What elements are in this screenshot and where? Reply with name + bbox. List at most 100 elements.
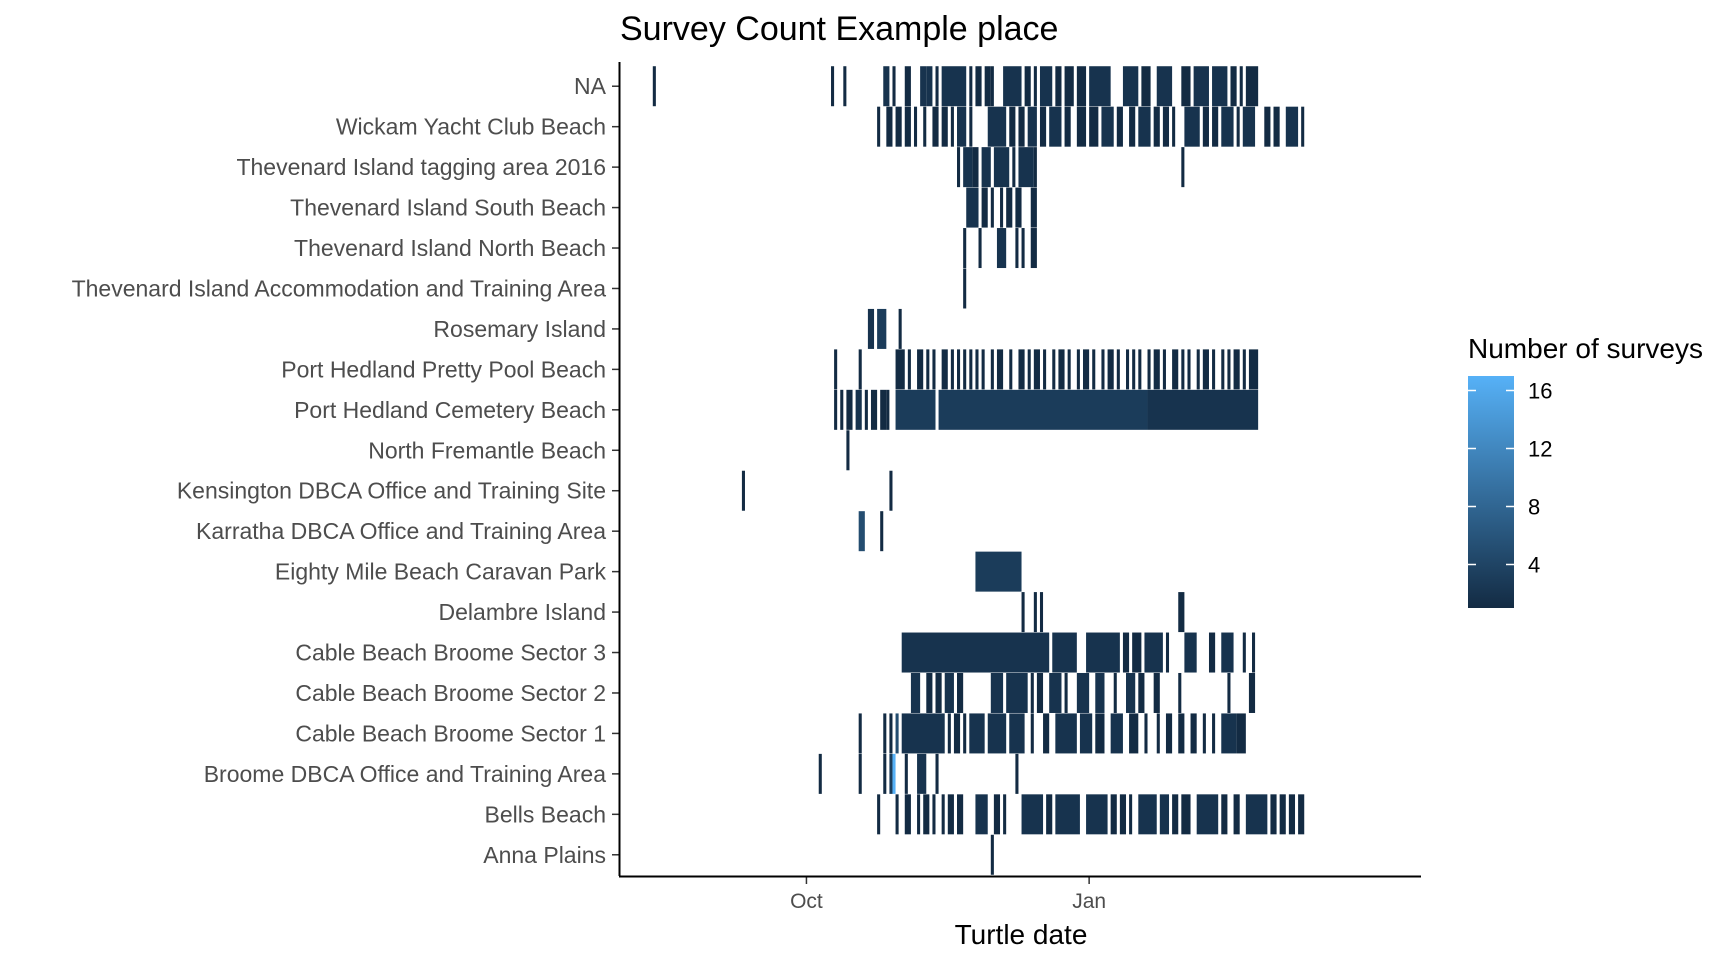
heatmap-cell xyxy=(913,106,918,147)
heatmap-cell xyxy=(1122,632,1130,673)
heatmap-cell xyxy=(1006,187,1013,228)
heatmap-cell xyxy=(1233,349,1240,390)
heatmap-cell xyxy=(1245,794,1268,835)
heatmap-cell xyxy=(1172,106,1176,147)
x-axis: Oct Jan xyxy=(790,877,1106,913)
heatmap-cell xyxy=(1184,106,1200,147)
heatmap-cell xyxy=(1076,672,1090,713)
heatmap-cell xyxy=(901,632,1050,673)
heatmap-cell xyxy=(1116,349,1120,390)
heatmap-cell xyxy=(1181,794,1191,835)
heatmap-cell xyxy=(901,713,945,754)
heatmap-cell xyxy=(1039,106,1047,147)
heatmap-cell xyxy=(1086,794,1108,835)
heatmap-cell xyxy=(1270,794,1277,835)
heatmap-cell xyxy=(917,794,921,835)
heatmap-cell xyxy=(1221,713,1237,754)
heatmap-cell xyxy=(932,349,936,390)
heatmap-cell xyxy=(1264,106,1271,147)
x-tick-label: Jan xyxy=(1072,890,1106,913)
heatmap-cell xyxy=(1221,632,1234,673)
heatmap-cell xyxy=(987,713,1007,754)
heatmap-cell xyxy=(1248,349,1259,390)
heatmap-cell xyxy=(1030,228,1037,269)
heatmap-cell xyxy=(1033,66,1037,107)
heatmap-cell xyxy=(1058,349,1065,390)
legend-tick-label: 16 xyxy=(1528,379,1552,404)
heatmap-cell xyxy=(883,66,890,107)
heatmap-cell xyxy=(1162,349,1166,390)
heatmap-cell xyxy=(1024,66,1031,107)
legend-tick-label: 12 xyxy=(1528,437,1552,462)
heatmap-cell xyxy=(1181,147,1185,188)
heatmap-cell xyxy=(840,389,844,430)
heatmap-cell xyxy=(966,187,979,228)
heatmap-cell xyxy=(1067,349,1071,390)
heatmap-cell xyxy=(1242,632,1246,673)
heatmap-cell xyxy=(1144,713,1148,754)
heatmap-cell xyxy=(652,66,656,107)
heatmap-cell xyxy=(1181,66,1191,107)
heatmap-cell xyxy=(1221,106,1234,147)
legend-tick-label: 8 xyxy=(1528,495,1540,520)
heatmap-cell xyxy=(1012,147,1016,188)
y-label: Port Hedland Pretty Pool Beach xyxy=(281,356,606,382)
heatmap-cell xyxy=(947,713,951,754)
heatmap-cell xyxy=(963,147,973,188)
heatmap-cell xyxy=(963,713,967,754)
heatmap-cell xyxy=(1043,349,1047,390)
heatmap-cell xyxy=(858,349,862,390)
heatmap-cell xyxy=(1273,106,1280,147)
heatmap-cell xyxy=(1003,794,1007,835)
heatmap-cell xyxy=(1049,106,1062,147)
heatmap-cell xyxy=(1298,794,1305,835)
heatmap-cell xyxy=(1138,794,1157,835)
heatmap-cell xyxy=(941,349,948,390)
heatmap-cell xyxy=(1021,794,1044,835)
heatmap-cell xyxy=(1033,349,1040,390)
heatmap-cell xyxy=(1181,349,1185,390)
heatmap-cell xyxy=(1021,592,1025,633)
heatmap-cell xyxy=(889,713,893,754)
heatmap-cell xyxy=(981,349,985,390)
heatmap-cell xyxy=(1000,187,1004,228)
heatmap-cell xyxy=(1141,66,1151,107)
heatmap-cell xyxy=(880,389,887,430)
y-label: Cable Beach Broome Sector 3 xyxy=(295,640,606,666)
heatmap-cell xyxy=(1009,349,1013,390)
heatmap-cell xyxy=(1082,349,1090,390)
heatmap-cell xyxy=(846,389,853,430)
heatmap-cell xyxy=(935,672,942,713)
heatmap-cell xyxy=(953,713,961,754)
heatmap-cell xyxy=(1015,753,1019,794)
heatmap-cell xyxy=(957,106,967,147)
heatmap-cell xyxy=(1036,672,1044,713)
heatmap-cell xyxy=(1212,713,1216,754)
heatmap-cell xyxy=(867,308,875,349)
heatmap-cell xyxy=(963,268,967,309)
heatmap-cell xyxy=(1101,106,1114,147)
heatmap-cell xyxy=(926,672,933,713)
heatmap-cell xyxy=(1288,794,1296,835)
heatmap-cell xyxy=(1064,106,1071,147)
heatmap-cell xyxy=(1239,66,1243,107)
heatmap-cell xyxy=(1015,228,1019,269)
heatmap-cell xyxy=(1095,672,1105,713)
heatmap-cell xyxy=(969,66,973,107)
heatmap-cell xyxy=(1089,66,1111,107)
heatmap-cell xyxy=(1039,66,1053,107)
x-tick-label: Oct xyxy=(790,890,823,913)
heatmap-cell xyxy=(963,228,967,269)
heatmap-cell xyxy=(950,349,954,390)
heatmap-cell xyxy=(1208,632,1216,673)
heatmap-cell xyxy=(1003,66,1022,107)
legend-colorbar xyxy=(1468,376,1514,608)
heatmap-cell xyxy=(1030,672,1034,713)
heatmap-cell xyxy=(1129,794,1133,835)
heatmap-cell xyxy=(1138,672,1145,713)
heatmap-cell xyxy=(1107,349,1114,390)
y-label: Broome DBCA Office and Training Area xyxy=(204,761,606,787)
heatmap-cell xyxy=(1245,66,1252,107)
heatmap-cell xyxy=(981,187,988,228)
heatmap-cell xyxy=(990,66,994,107)
